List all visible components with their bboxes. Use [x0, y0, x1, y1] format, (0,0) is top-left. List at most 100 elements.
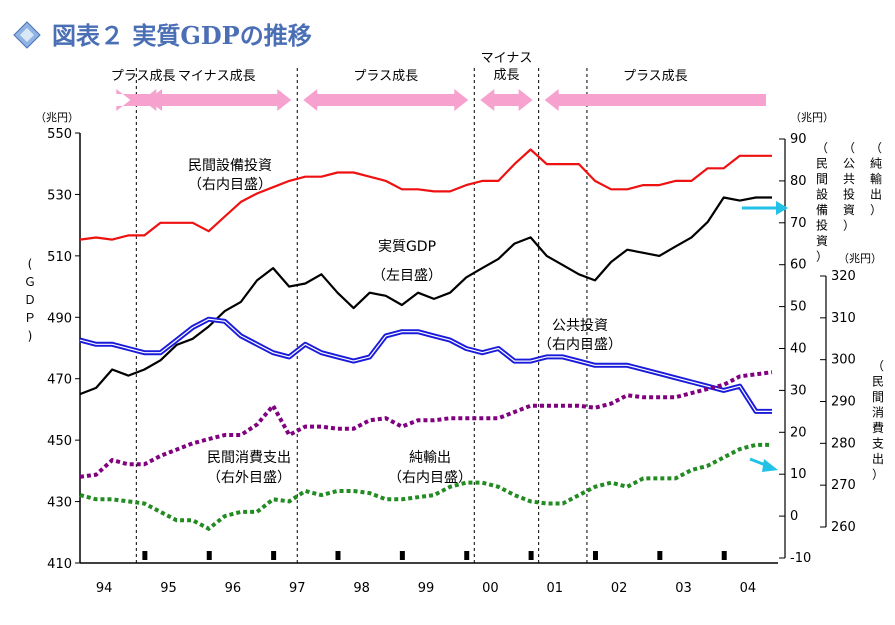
right-outer-tick-label: 270 — [831, 478, 856, 493]
chart-title: 図表２ 実質GDPの推移 — [52, 21, 312, 50]
x-tick-label: 94 — [96, 581, 113, 596]
x-tick-label: 99 — [418, 581, 435, 596]
x-tick-label: 00 — [482, 581, 499, 596]
data-point-consumption — [369, 420, 371, 422]
left-axis-title-char: Ｐ — [24, 311, 36, 325]
left-tick-label: 450 — [47, 434, 72, 449]
data-point-consumption — [755, 374, 757, 376]
data-point-net_exports — [272, 499, 274, 501]
phase-label: マイナス — [481, 51, 533, 66]
data-point-net_exports — [337, 490, 339, 492]
series-net_exports — [79, 442, 772, 532]
left-axis-unit: （兆円） — [35, 111, 79, 124]
data-point-net_exports — [240, 511, 242, 513]
right-outer-axis-title-char: ） — [872, 468, 884, 482]
x-tick-label: 97 — [289, 581, 306, 596]
x-tick-label: 98 — [353, 581, 370, 596]
x-tick-label: 01 — [546, 581, 563, 596]
plot-frame — [79, 133, 827, 564]
phase-arrow-icon — [303, 89, 469, 111]
right-inner-tick-label: 40 — [790, 342, 807, 357]
annotation-net_exports: 純輸出 — [409, 450, 451, 466]
annotation-gdp: （左目盛） — [372, 268, 442, 284]
annotation-consumption: （右外目盛） — [207, 470, 291, 486]
right-inner-axis-title-char: 投 — [843, 187, 855, 202]
annotation-equipment: 民間設備投資 — [188, 158, 272, 174]
x-tick-mark — [206, 551, 212, 560]
series-equipment — [79, 148, 772, 241]
arrow-consumption-scale-head-icon — [762, 459, 778, 472]
right-inner-tick-label: 20 — [790, 425, 807, 440]
right-outer-axis-title-char: 消 — [872, 406, 884, 420]
right-inner-axis: 90 80 70 60 50 40 30 20 10 0 -10 — [779, 132, 811, 566]
data-point-net_exports — [723, 457, 725, 459]
annotation-gdp: 実質GDP — [378, 239, 436, 255]
right-inner-axis-title-char: ） — [870, 203, 882, 217]
series-line-public — [79, 316, 772, 414]
left-tick-label: 510 — [47, 250, 72, 265]
series-annotations: 民間設備投資 （右内目盛） 実質GDP （左目盛） 公共投資 （右内目盛） 民間消費支出 （右… — [188, 158, 622, 486]
data-point-consumption — [240, 434, 242, 436]
left-tick-label: 470 — [47, 373, 72, 388]
right-outer-tick-label: 260 — [831, 520, 856, 535]
marker-arrows — [742, 201, 788, 472]
x-tick-label: 04 — [740, 581, 757, 596]
data-point-consumption — [401, 426, 403, 428]
series-public — [79, 316, 772, 414]
annotation-equipment: （右内目盛） — [188, 177, 272, 193]
data-point-net_exports — [385, 499, 387, 501]
data-point-consumption — [594, 407, 596, 409]
right-inner-axis-title-char: 間 — [816, 172, 828, 186]
x-tick-label: 95 — [160, 581, 177, 596]
phase-label: プラス成長 — [623, 69, 688, 84]
x-tick-mark — [271, 551, 277, 560]
x-tick-label: 03 — [675, 581, 692, 596]
data-point-consumption — [160, 455, 162, 457]
series-gdp — [79, 196, 772, 396]
left-axis-title-char: ( — [28, 257, 33, 271]
data-point-consumption — [626, 394, 628, 396]
left-tick-label: 550 — [47, 127, 72, 142]
data-point-net_exports — [433, 494, 435, 496]
left-axis: 550 530 510 490 470 450 430 410 — [47, 127, 80, 572]
right-axis-titles: （民間設備投資）（公共投資）（純輸出）（民間消費支出） — [816, 141, 884, 482]
phase-label: プラス成長 — [353, 69, 418, 84]
right-inner-axis-title-char: 資 — [843, 203, 855, 217]
right-outer-tick-label: 280 — [831, 436, 856, 451]
phase-arrow-icon — [544, 89, 766, 111]
right-inner-tick-label: 0 — [790, 509, 798, 524]
arrow-net-exports-scale-head-icon — [776, 201, 788, 215]
right-inner-axis-title-char: 出 — [870, 188, 882, 202]
right-inner-axis-title-char: 設 — [816, 187, 828, 202]
x-tick-mark — [528, 551, 534, 560]
right-inner-axis-title-char: （ — [870, 141, 882, 155]
series-line-net-exports — [79, 442, 772, 532]
right-inner-tick-label: 30 — [790, 383, 807, 398]
right-inner-axis-title-char: （ — [843, 141, 855, 155]
left-axis-title-char: Ｇ — [24, 275, 36, 289]
x-tick-mark — [657, 551, 663, 560]
right-outer-tick-label: 300 — [831, 353, 856, 368]
data-point-net_exports — [192, 520, 194, 522]
series-line-consumption — [79, 370, 773, 479]
x-tick-mark — [592, 551, 598, 560]
x-tick-label: 96 — [225, 581, 242, 596]
right-inner-tick-label: -10 — [790, 551, 811, 566]
right-inner-axis-title-char: 共 — [843, 172, 855, 186]
data-point-net_exports — [111, 499, 113, 501]
series-line-gdp — [79, 196, 772, 396]
right-inner-tick-label: 60 — [790, 258, 807, 273]
right-outer-axis-title-char: 出 — [872, 452, 884, 466]
diamond-bullet-inner-icon — [20, 28, 34, 42]
left-tick-label: 530 — [47, 188, 72, 203]
x-tick-label: 02 — [611, 581, 628, 596]
series-line-equipment — [79, 148, 772, 241]
series-group — [79, 148, 773, 532]
left-tick-label: 430 — [47, 496, 72, 511]
right-inner-axis-title-char: 公 — [843, 157, 855, 171]
right-inner-tick-label: 80 — [790, 174, 807, 189]
right-outer-tick-label: 290 — [831, 395, 856, 410]
phase-label: プラス成長 — [111, 69, 176, 84]
